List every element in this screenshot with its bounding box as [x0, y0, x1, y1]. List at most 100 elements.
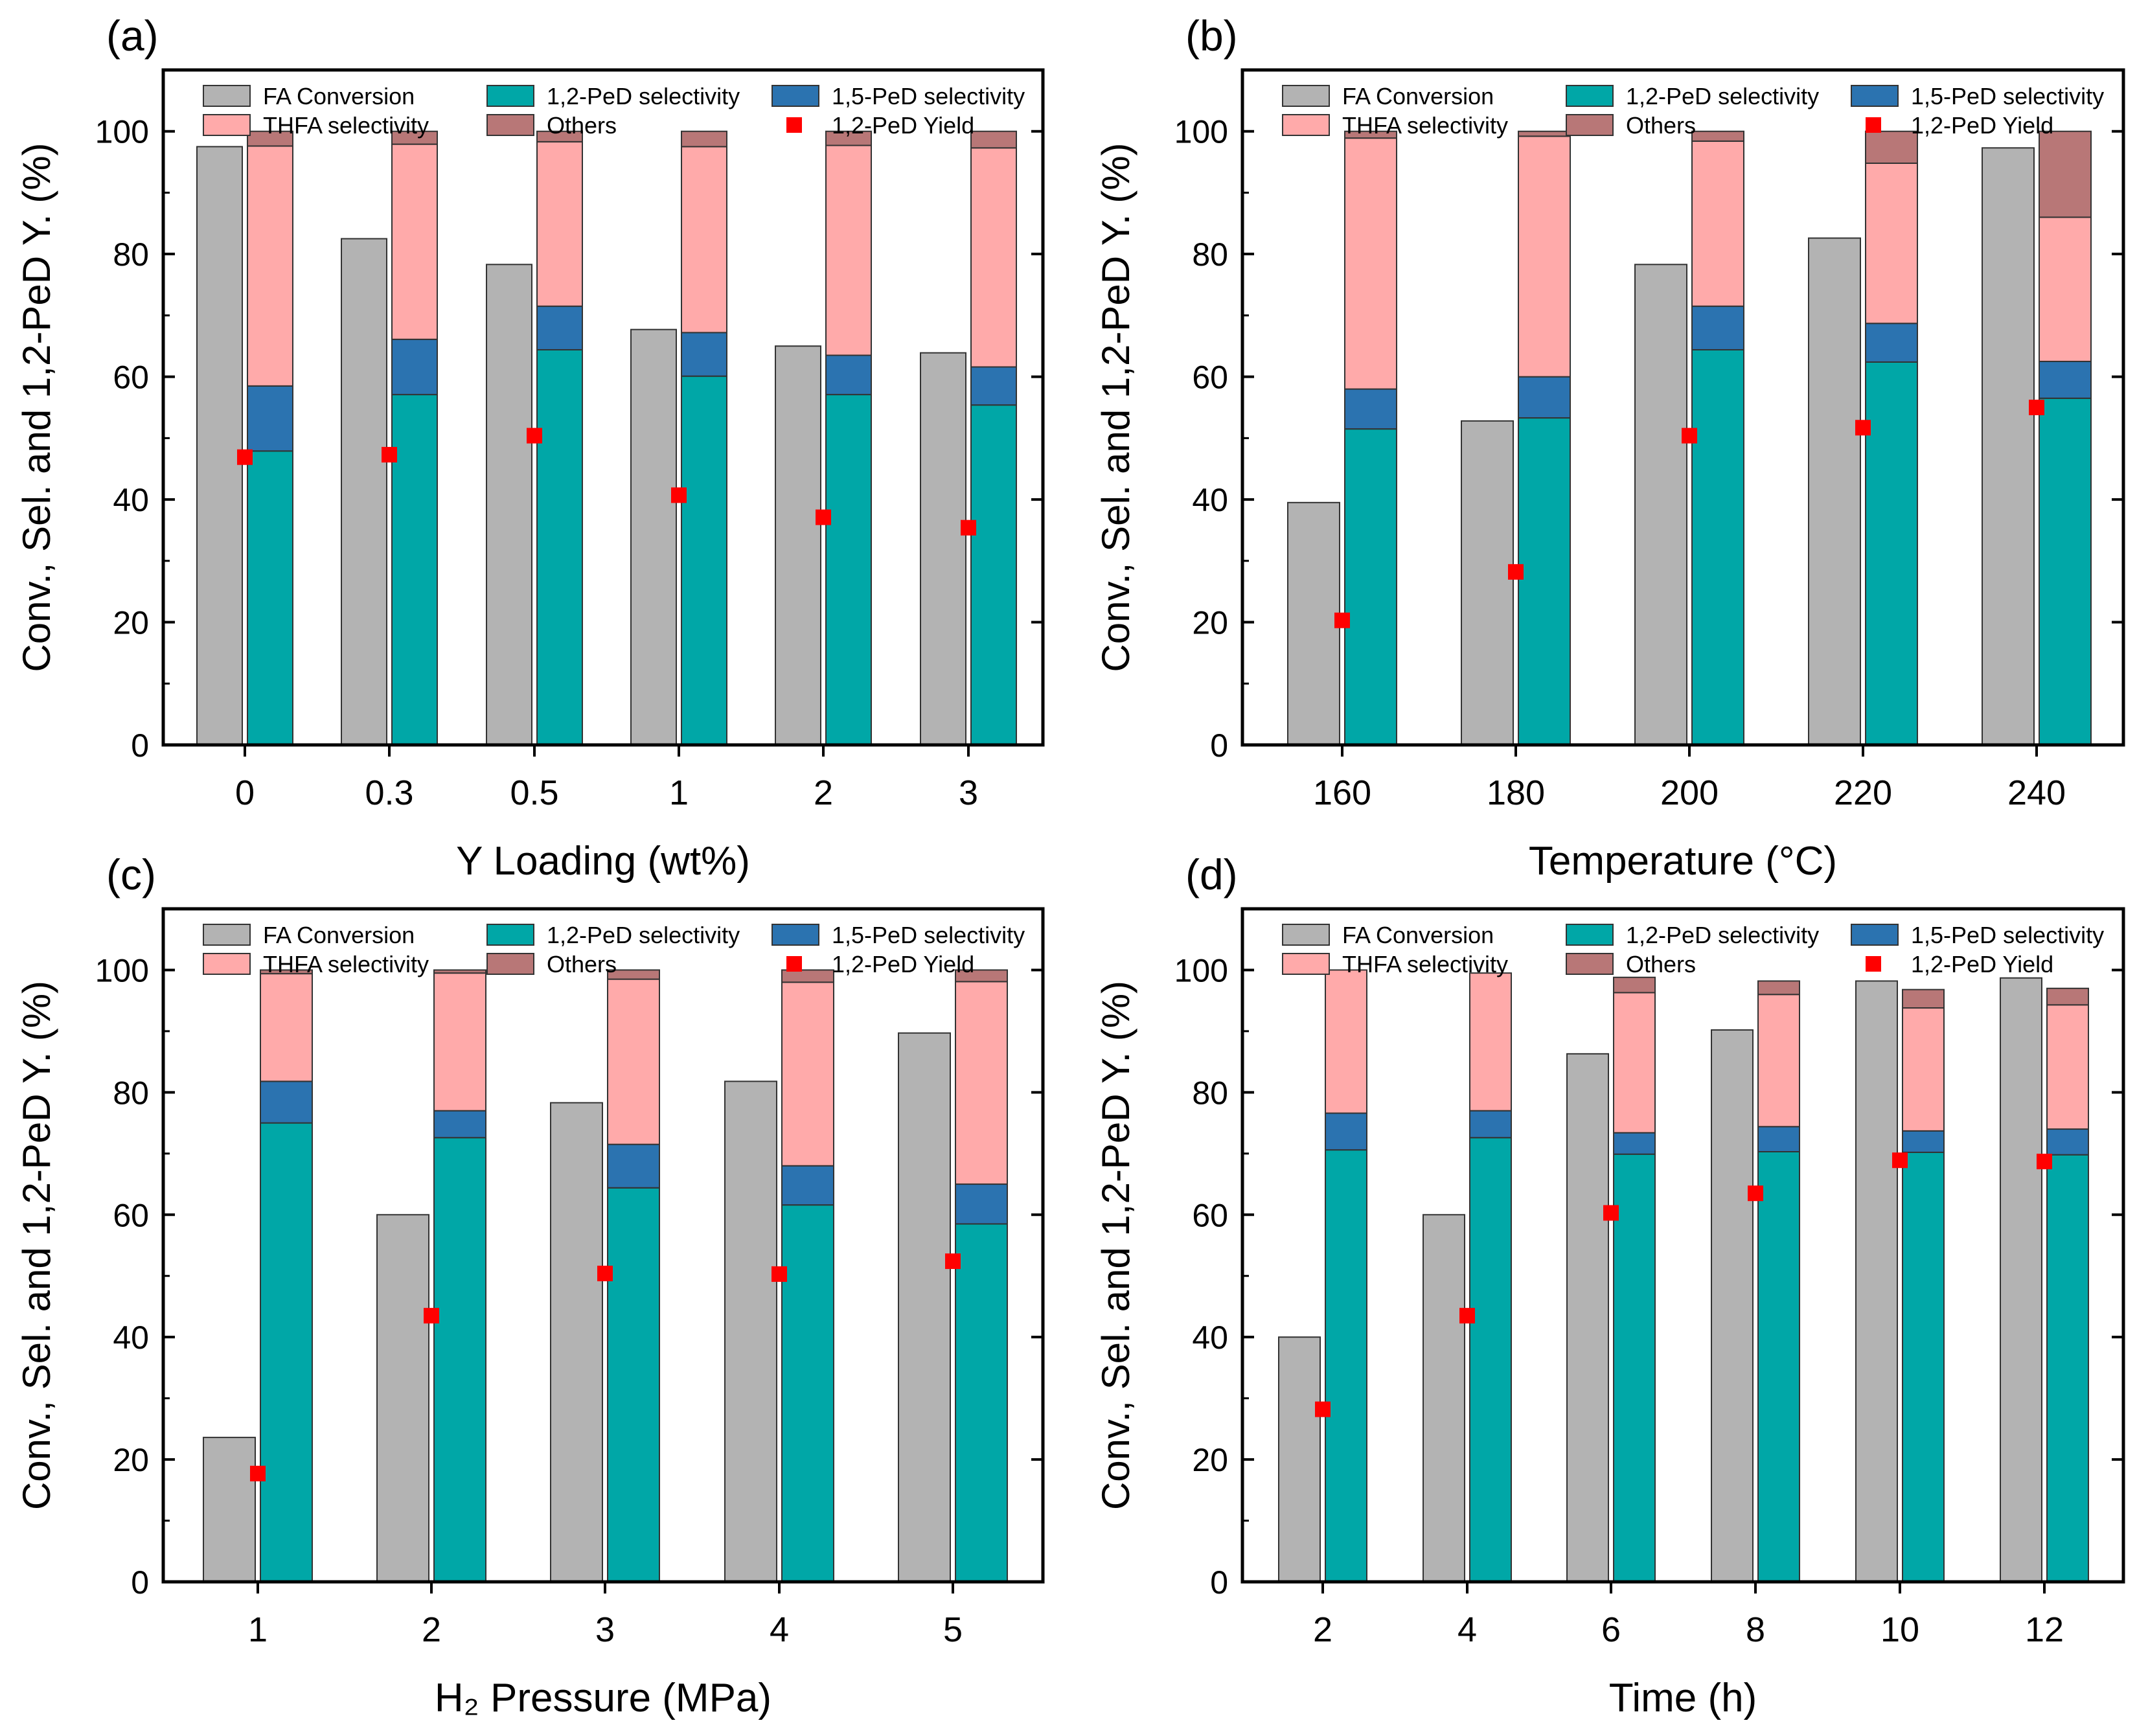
bar-conversion [1423, 1214, 1465, 1582]
bar-pe15 [1691, 305, 1744, 350]
legend-label-conversion: FA Conversion [263, 922, 415, 948]
yield-point [771, 1266, 787, 1282]
legend-swatch-thfa [1282, 114, 1330, 136]
y-axis-label: Conv., Sel. and 1,2-PeD Y. (%) [1094, 143, 1137, 672]
x-tick-label: 180 [1487, 773, 1545, 812]
legend-swatch-yield [1866, 117, 1881, 133]
x-tick-label: 4 [1457, 1610, 1477, 1649]
yield-point [1315, 1401, 1331, 1417]
bar-others [536, 130, 583, 143]
bar-thfa [260, 973, 313, 1082]
bar-pe15 [681, 332, 727, 377]
bar-pe15 [1902, 1130, 1945, 1153]
bar-pe12 [260, 1122, 313, 1583]
bar-thfa [1757, 994, 1800, 1128]
bar-pe15 [781, 1165, 834, 1206]
bar-others [825, 130, 872, 146]
x-tick-label: 1 [248, 1610, 268, 1649]
yield-point [671, 487, 687, 503]
y-axis-label: Conv., Sel. and 1,2-PeD Y. (%) [15, 143, 58, 672]
bar-conversion [376, 1214, 429, 1582]
legend-swatch-others [1566, 953, 1614, 975]
bar-others [2039, 130, 2092, 218]
legend-swatch-pe15 [1851, 924, 1899, 946]
bar-conversion [1711, 1029, 1754, 1582]
bar-others [2046, 987, 2089, 1006]
yield-point [1748, 1185, 1763, 1202]
bar-others [260, 969, 313, 975]
legend-label-pe15: 1,5-PeD selectivity [832, 83, 1025, 109]
legend-swatch-conversion [1282, 85, 1330, 107]
bar-thfa [607, 978, 660, 1145]
legend-swatch-pe12 [486, 85, 534, 107]
bar-conversion [1808, 237, 1861, 746]
y-tick-label: 40 [1192, 1319, 1228, 1356]
x-axis-label: Temperature (°C) [1529, 839, 1837, 884]
bar-pe15 [1518, 376, 1571, 419]
bar-conversion [920, 352, 966, 746]
legend-swatch-conversion [203, 85, 251, 107]
x-tick-label: 0.3 [365, 773, 413, 812]
bar-pe12 [536, 348, 583, 746]
x-tick-label: 1 [669, 773, 689, 812]
legend-swatch-others [1566, 114, 1614, 136]
yield-point [597, 1265, 613, 1281]
legend-label-yield: 1,2-PeD Yield [832, 112, 974, 139]
bar-others [1518, 130, 1571, 137]
y-tick-label: 20 [113, 1442, 149, 1478]
bar-conversion [341, 238, 387, 746]
bar-conversion [550, 1102, 603, 1582]
legend-label-thfa: THFA selectivity [1342, 951, 1508, 977]
bar-pe15 [1757, 1126, 1800, 1152]
y-tick-label: 100 [95, 114, 149, 150]
y-tick-label: 0 [1210, 1564, 1228, 1601]
yield-point [961, 520, 976, 536]
bar-thfa [391, 143, 438, 340]
yield-point [1892, 1152, 1908, 1169]
bar-thfa [1865, 162, 1918, 325]
x-tick-label: 12 [2025, 1610, 2064, 1649]
legend: FA Conversion 1,2-PeD selectivity 1,5-PeD … [1282, 922, 2104, 977]
legend-swatch-pe12 [1566, 85, 1614, 107]
bar-pe15 [607, 1143, 660, 1189]
y-tick-label: 40 [113, 482, 149, 518]
legend-label-others: Others [1626, 951, 1696, 977]
y-axis-label: Conv., Sel. and 1,2-PeD Y. (%) [1094, 981, 1137, 1510]
bar-thfa [536, 141, 583, 307]
yield-point [424, 1308, 439, 1324]
bar-pe12 [970, 404, 1017, 746]
y-tick-label: 0 [131, 1564, 149, 1601]
y-tick-label: 40 [1192, 482, 1228, 518]
legend-label-pe12: 1,2-PeD selectivity [547, 83, 740, 109]
bar-pe15 [1469, 1110, 1512, 1139]
bar-pe12 [1613, 1153, 1656, 1582]
bar-thfa [2039, 216, 2092, 362]
x-tick-label: 2 [814, 773, 833, 812]
bar-conversion [486, 264, 532, 746]
bar-conversion [2000, 977, 2042, 1582]
x-tick-label: 10 [1880, 1610, 1919, 1649]
legend-label-thfa: THFA selectivity [263, 951, 429, 977]
yield-point [382, 446, 397, 463]
x-tick-label: 200 [1660, 773, 1719, 812]
bar-pe15 [1613, 1132, 1656, 1155]
bar-thfa [955, 981, 1008, 1185]
x-tick-label: 220 [1834, 773, 1892, 812]
bar-pe12 [433, 1137, 486, 1582]
bar-pe15 [2039, 360, 2092, 399]
bar-thfa [1613, 992, 1656, 1134]
bar-pe15 [391, 338, 438, 396]
bar-pe12 [1902, 1151, 1945, 1582]
x-tick-label: 4 [770, 1610, 789, 1649]
bar-pe12 [1469, 1137, 1512, 1582]
bar-others [1902, 988, 1945, 1009]
yield-point [237, 449, 253, 465]
bar-pe15 [433, 1110, 486, 1139]
x-axis-label: H₂ Pressure (MPa) [435, 1676, 771, 1720]
bar-thfa [247, 145, 293, 387]
bar-others [1691, 130, 1744, 142]
legend-label-others: Others [547, 112, 617, 139]
legend-swatch-yield [786, 117, 802, 133]
bar-thfa [825, 144, 872, 356]
bar-pe12 [1865, 361, 1918, 746]
